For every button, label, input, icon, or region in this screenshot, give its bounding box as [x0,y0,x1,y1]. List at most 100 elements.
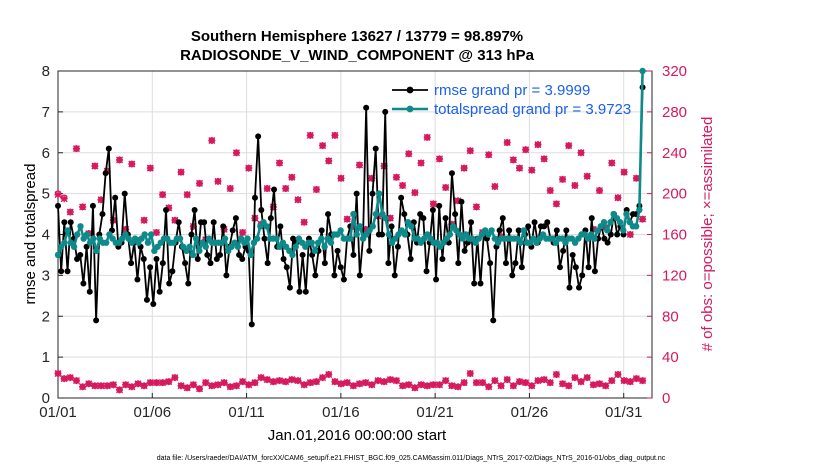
rmse-point [325,211,332,218]
totalspread-point [189,251,197,259]
totalspread-point [244,235,251,242]
totalspread-point [141,231,148,238]
obs-assimilated-marker [60,375,68,383]
obs-assimilated-marker [189,381,197,389]
y-right-tick-label: 320 [662,63,687,80]
rmse-point [153,256,160,263]
obs-assimilated-marker [540,376,548,384]
y-tick-label: 4 [42,227,50,244]
totalspread-point [247,251,254,259]
obs-assimilated-marker [122,381,130,389]
rmse-point [591,268,598,275]
obs-assimilated-marker [202,379,210,387]
obs-assimilated-marker [196,385,204,393]
x-tick-label: 01/21 [416,404,454,421]
rmse-point [340,276,347,283]
obs-assimilated-marker [552,370,560,378]
obs-assimilated-marker [325,157,333,165]
rmse-point [283,264,290,271]
obs-assimilated-marker [122,225,130,233]
obs-assimilated-marker [109,381,117,389]
rmse-point [372,145,379,152]
rmse-point [477,280,484,287]
obs-assimilated-marker [337,380,345,388]
rmse-point [382,108,389,115]
rmse-point [121,190,128,197]
rmse-point [585,264,592,271]
totalspread-point [90,235,97,242]
rmse-point [607,231,614,238]
obs-assimilated-marker [577,149,585,157]
rmse-point [576,284,583,291]
obs-assimilated-marker [177,382,185,390]
totalspread-point [600,219,608,226]
rmse-point [512,260,519,267]
totalspread-point [382,214,389,222]
obs-assimilated-marker [306,379,314,387]
obs-assimilated-marker [602,382,610,390]
y-tick-label: 6 [42,145,50,162]
totalspread-point [623,210,630,218]
totalspread-point [356,223,364,230]
rmse-point [299,251,306,258]
rmse-point [525,223,532,230]
y-right-tick-label: 80 [662,308,679,325]
obs-assimilated-marker [472,379,480,387]
rmse-point [159,260,166,267]
y-right-tick-label: 240 [662,145,687,162]
obs-assimilated-marker [140,382,148,390]
totalspread-point [620,227,627,234]
obs-assimilated-marker [146,164,154,172]
obs-assimilated-marker [183,384,191,392]
chart-title: Southern Hemisphere 13627 / 13779 = 98.8… [191,28,523,45]
obs-assimilated-marker [429,200,437,208]
obs-assimilated-marker [343,379,351,387]
rmse-point [566,284,573,291]
rmse-point [55,202,61,209]
y-right-tick-label: 0 [662,390,670,407]
rmse-point [420,215,427,222]
data-file-footnote: data file: /Users/raeder/DAI/ATM_forcXX/… [157,455,666,462]
totalspread-point [591,235,598,242]
totalspread-point [83,231,91,238]
rmse-point [398,194,405,201]
totalspread-point [273,235,280,242]
obs-assimilated-marker [356,161,364,169]
rmse-point [407,256,414,263]
obs-assimilated-marker [66,374,74,382]
y-right-tick-label: 280 [662,104,687,121]
rmse-point [220,223,227,230]
obs-assimilated-marker [620,168,628,176]
obs-assimilated-marker [522,146,530,154]
obs-assimilated-marker [386,376,394,384]
rmse-point [423,268,430,275]
legend-label-totalspread: totalspread grand pr = 3.9723 [434,101,631,118]
rmse-point [147,264,154,271]
rmse-point [499,215,506,222]
totalspread-point [253,235,261,242]
obs-assimilated-marker [282,378,290,386]
x-tick-label: 01/26 [511,404,549,421]
obs-assimilated-marker [565,142,573,150]
obs-assimilated-marker [72,377,80,385]
rmse-point [579,272,586,279]
rmse-point [229,227,236,234]
obs-assimilated-marker [245,381,253,389]
obs-assimilated-marker [134,380,142,388]
obs-assimilated-marker [368,381,376,389]
obs-assimilated-marker [632,174,640,182]
obs-assimilated-marker [454,197,462,205]
obs-assimilated-marker [485,383,493,391]
totalspread-point [372,210,380,218]
rmse-point [213,256,220,263]
obs-assimilated-marker [417,159,425,167]
totalspread-point [632,223,640,230]
obs-assimilated-marker [608,159,616,167]
obs-assimilated-marker [159,379,167,387]
obs-assimilated-marker [337,174,345,182]
rmse-point [356,272,363,279]
rmse-point [614,231,621,238]
rmse-point [210,219,217,226]
rmse-point [74,256,81,263]
totalspread-point [337,227,344,234]
